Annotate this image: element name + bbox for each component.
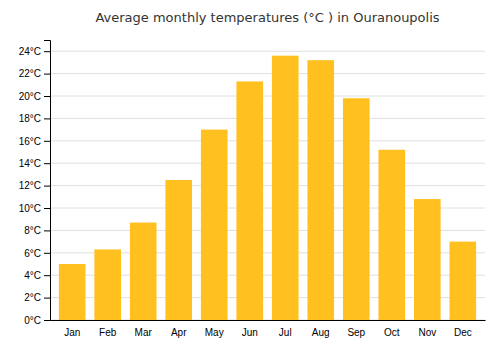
bar (378, 150, 405, 320)
bar (236, 81, 263, 320)
x-axis: Jan Feb Mar Apr May Jun Jul Aug Sep Oct Nov Dec (51, 321, 486, 339)
tick-mark (44, 208, 50, 209)
tick-mark (44, 163, 50, 164)
y-tick: 24°C (19, 46, 50, 57)
grid-line (50, 51, 485, 52)
x-tick: Jan (64, 327, 80, 338)
x-tick: Aug (312, 327, 330, 338)
bar (272, 56, 299, 320)
tick-mark (44, 51, 50, 52)
y-tick: 22°C (19, 68, 50, 79)
grid-line (50, 118, 485, 119)
bars (59, 56, 476, 320)
tick-label: 22°C (19, 68, 41, 79)
bar (59, 264, 86, 320)
tick-label: 6°C (24, 248, 41, 259)
tick-label: Feb (99, 327, 117, 338)
chart: 0°C 2°C 4°C 6°C 8°C 10°C 12°C 14°C 16°C 18°C 20°C 2… (0, 0, 500, 350)
tick-label: Apr (171, 327, 187, 338)
tick-mark (44, 186, 50, 187)
tick-label: Aug (312, 327, 330, 338)
tick-label: 4°C (24, 270, 41, 281)
y-tick: 10°C (19, 203, 50, 214)
x-tick: Mar (135, 327, 153, 338)
tick-label: 18°C (19, 113, 41, 124)
bar (165, 180, 192, 320)
x-tick: Nov (418, 327, 436, 338)
tick-label: 16°C (19, 136, 41, 147)
tick-label: 14°C (19, 158, 41, 169)
axis-line (44, 41, 51, 321)
tick-label: Mar (135, 327, 153, 338)
y-tick: 2°C (24, 292, 50, 303)
x-tick: Dec (454, 327, 472, 338)
title: Average monthly temperatures (°C ) in Ou… (95, 10, 439, 25)
grid-line (50, 163, 485, 164)
tick-mark (44, 96, 50, 97)
tick-label: Sep (347, 327, 365, 338)
x-tick: May (205, 327, 224, 338)
bar (201, 130, 228, 320)
tick-label: May (205, 327, 224, 338)
x-tick: Sep (347, 327, 365, 338)
bar (414, 199, 441, 320)
tick-mark (44, 275, 50, 276)
x-tick: Jun (242, 327, 258, 338)
tick-label: 10°C (19, 203, 41, 214)
tick-label: 8°C (24, 225, 41, 236)
y-tick: 12°C (19, 180, 50, 191)
grid (50, 51, 485, 320)
x-tick: Jul (279, 327, 292, 338)
tick-label: Oct (384, 327, 400, 338)
x-tick: Oct (384, 327, 400, 338)
tick-mark (44, 118, 50, 119)
bar (94, 249, 121, 320)
tick-label: 24°C (19, 46, 41, 57)
y-tick: 16°C (19, 136, 50, 147)
tick-mark (44, 320, 50, 321)
tick-label: 12°C (19, 180, 41, 191)
x-tick: Feb (99, 327, 117, 338)
y-axis: 0°C 2°C 4°C 6°C 8°C 10°C 12°C 14°C 16°C 18°C 20°C 2… (19, 41, 51, 326)
axis-line (51, 320, 486, 321)
tick-mark (44, 74, 50, 75)
grid-line (50, 96, 485, 97)
grid-line (50, 185, 485, 186)
y-tick: 20°C (19, 91, 50, 102)
x-tick: Apr (171, 327, 187, 338)
tick-label: 2°C (24, 292, 41, 303)
tick-mark (44, 141, 50, 142)
grid-line (50, 140, 485, 141)
y-tick: 18°C (19, 113, 50, 124)
y-tick: 4°C (24, 270, 50, 281)
tick-label: 20°C (19, 91, 41, 102)
y-tick: 0°C (24, 315, 50, 326)
grid-line (50, 73, 485, 74)
y-tick: 6°C (24, 248, 50, 259)
tick-label: Nov (418, 327, 436, 338)
bar (343, 98, 370, 320)
tick-label: Jul (279, 327, 292, 338)
y-tick: 8°C (24, 225, 50, 236)
tick-mark (44, 253, 50, 254)
plot-area: 0°C 2°C 4°C 6°C 8°C 10°C 12°C 14°C 16°C 18°C 20°C 2… (19, 41, 486, 339)
bar (449, 242, 476, 320)
tick-mark (44, 298, 50, 299)
tick-label: Jan (64, 327, 80, 338)
tick-label: Jun (242, 327, 258, 338)
y-tick: 14°C (19, 158, 50, 169)
bar (307, 60, 334, 320)
tick-label: 0°C (24, 315, 41, 326)
tick-mark (44, 230, 50, 231)
tick-label: Dec (454, 327, 472, 338)
bar (130, 223, 157, 320)
